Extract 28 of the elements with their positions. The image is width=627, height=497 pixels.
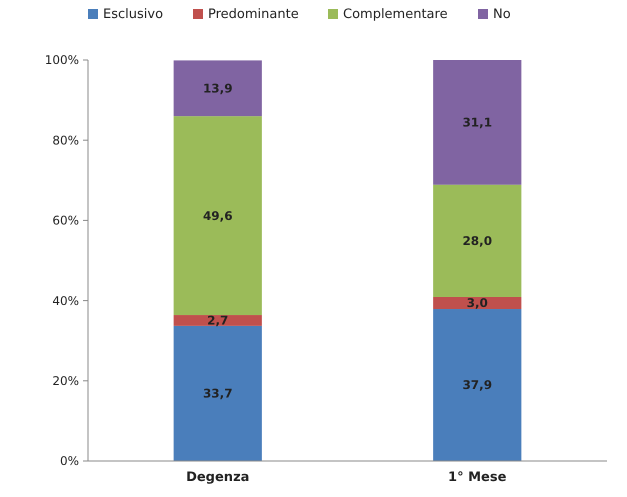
bar bbox=[433, 60, 522, 185]
legend-label: Esclusivo bbox=[103, 7, 164, 22]
bar bbox=[433, 296, 522, 310]
bar bbox=[174, 116, 262, 316]
data-label: 3,0 bbox=[466, 296, 488, 310]
y-tick-label: 40% bbox=[52, 294, 79, 308]
legend-label: Complementare bbox=[343, 7, 448, 22]
y-tick-label: 0% bbox=[60, 454, 79, 468]
legend-label: Predominante bbox=[208, 7, 299, 22]
bar bbox=[174, 326, 262, 461]
data-label: 13,9 bbox=[202, 81, 233, 96]
data-label: 49,6 bbox=[202, 208, 233, 223]
bar bbox=[433, 309, 522, 461]
y-tick-label: 60% bbox=[52, 214, 79, 228]
bar bbox=[174, 60, 262, 116]
bar bbox=[433, 184, 522, 297]
data-label: 31,1 bbox=[462, 116, 492, 130]
y-tick-label: 100% bbox=[44, 53, 79, 68]
x-tick-label: Degenza bbox=[186, 470, 250, 485]
y-tick-label: 80% bbox=[52, 133, 79, 148]
data-label: 28,0 bbox=[462, 234, 492, 248]
data-label: 33,7 bbox=[202, 386, 233, 401]
data-label: 37,9 bbox=[462, 378, 492, 392]
bar bbox=[174, 315, 262, 326]
legend-label: No bbox=[493, 7, 511, 22]
x-tick-label: 1° Mese bbox=[448, 470, 507, 485]
data-label: 2,7 bbox=[207, 314, 228, 328]
y-tick-label: 20% bbox=[52, 374, 79, 388]
